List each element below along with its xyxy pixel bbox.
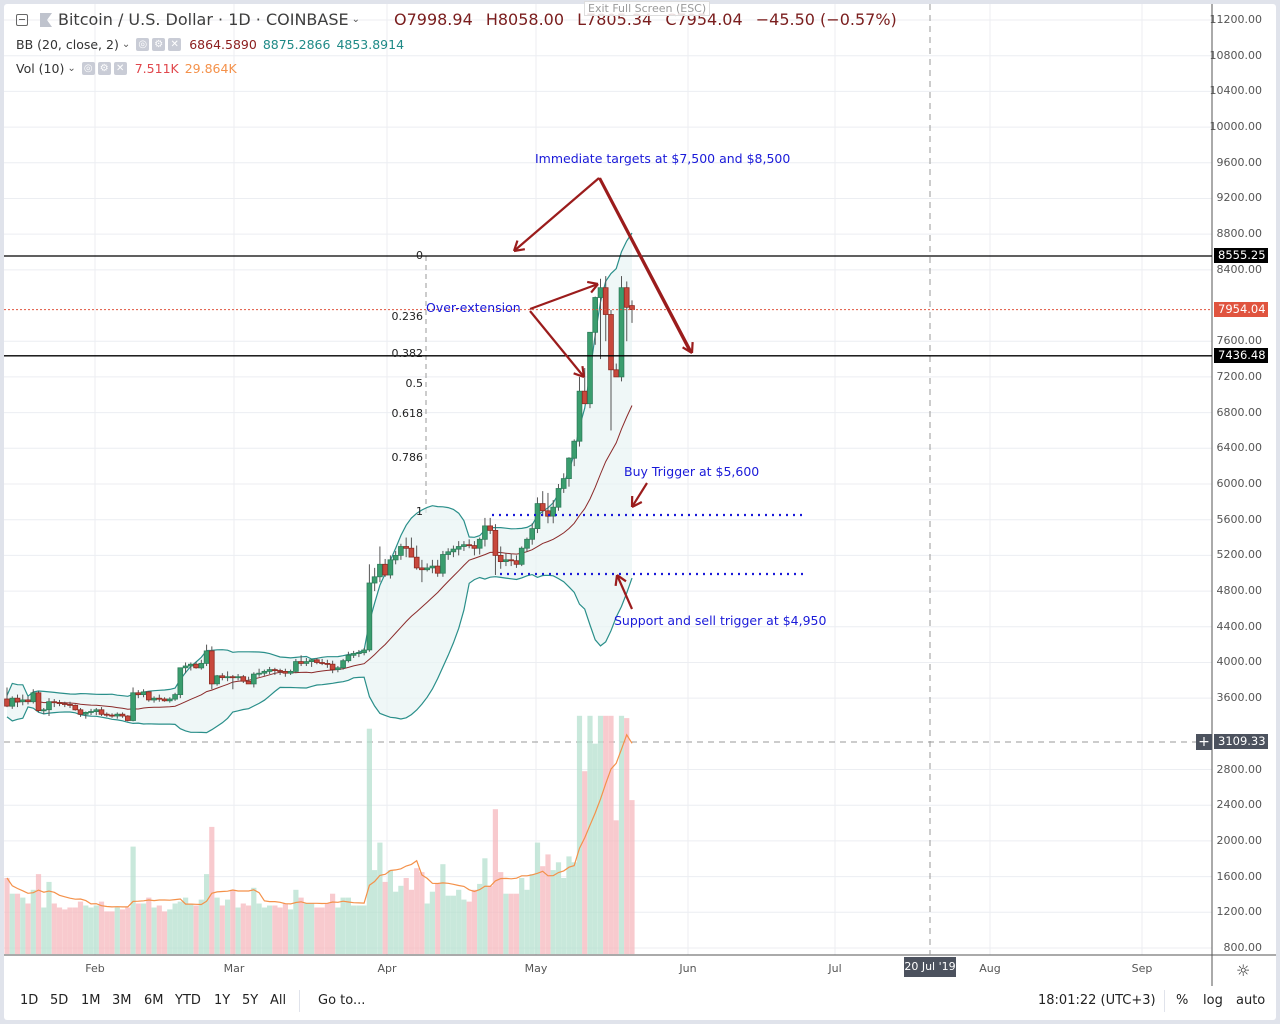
range-6m-button[interactable]: 6M bbox=[144, 993, 164, 1008]
eye-icon[interactable]: ◎ bbox=[81, 62, 95, 75]
ohlc-change: −45.50 (−0.57%) bbox=[755, 10, 897, 29]
price-tick-label: 7200.00 bbox=[1216, 369, 1263, 383]
price-tick-label: 7600.00 bbox=[1216, 334, 1263, 348]
auto-scale-button[interactable]: auto bbox=[1236, 993, 1266, 1008]
price-tick-label: 2000.00 bbox=[1216, 833, 1263, 847]
range-all-button[interactable]: All bbox=[270, 993, 287, 1008]
price-tick-label: 11200.00 bbox=[1209, 13, 1263, 26]
toolbar-divider bbox=[299, 990, 300, 1012]
range-1d-button[interactable]: 1D bbox=[20, 993, 39, 1008]
symbol-title[interactable]: Bitcoin / U.S. Dollar · 1D · COINBASE bbox=[58, 10, 349, 29]
price-tick-label: 6000.00 bbox=[1216, 477, 1263, 490]
time-tick-label: Sep bbox=[1131, 962, 1153, 975]
price-tick-label: 4800.00 bbox=[1216, 584, 1263, 598]
chart-window bbox=[4, 4, 1276, 1020]
ohlc-high: H8058.00 bbox=[485, 10, 565, 29]
annotation-targets: Immediate targets at $7,500 and $8,500 bbox=[535, 151, 791, 166]
close-icon[interactable]: ✕ bbox=[168, 38, 182, 51]
range-3m-button[interactable]: 3M bbox=[112, 993, 132, 1008]
vol-value: 7.511K bbox=[134, 61, 179, 76]
chart-settings-gear-icon[interactable]: ☼ bbox=[1236, 961, 1251, 980]
price-tag: 7436.48 bbox=[1214, 348, 1268, 364]
range-5y-button[interactable]: 5Y bbox=[242, 993, 259, 1008]
exit-fullscreen-hint[interactable]: Exit Full Screen (ESC) bbox=[584, 1, 711, 16]
price-tick-label: 800.00 bbox=[1223, 941, 1263, 954]
price-tick-label: 10000.00 bbox=[1209, 120, 1263, 134]
fib-level-05: 0.5 bbox=[405, 377, 424, 390]
close-icon[interactable]: ✕ bbox=[113, 62, 127, 75]
percent-scale-button[interactable]: % bbox=[1176, 993, 1189, 1008]
fib-level-0382: 0.382 bbox=[391, 347, 424, 360]
price-tick-label: 10400.00 bbox=[1209, 84, 1263, 98]
range-ytd-button[interactable]: YTD bbox=[175, 993, 201, 1008]
price-tick-label: 5600.00 bbox=[1216, 512, 1263, 526]
fib-level-0: 0 bbox=[416, 249, 423, 262]
price-tag: 7954.04 bbox=[1214, 302, 1268, 318]
price-tick-label: 1600.00 bbox=[1216, 869, 1263, 883]
bottom-toolbar: 1D 5D 1M 3M 6M YTD 1Y 5Y All Go to... 18… bbox=[4, 986, 1276, 1016]
fib-level-1: 1 bbox=[416, 505, 423, 518]
crosshair-plus-icon[interactable]: + bbox=[1196, 734, 1212, 750]
price-tick-label: 8800.00 bbox=[1216, 227, 1263, 241]
bb-lower-value: 4853.8914 bbox=[336, 37, 405, 52]
vol-ma-value: 29.864K bbox=[184, 61, 237, 76]
price-tick-label: 9600.00 bbox=[1216, 155, 1263, 169]
price-tick-label: 6400.00 bbox=[1216, 441, 1263, 455]
price-tag: 3109.33 bbox=[1214, 734, 1268, 750]
chevron-down-icon[interactable]: ⌄ bbox=[121, 39, 131, 50]
bb-indicator-row: BB (20, close, 2) ⌄ ◎ ⚙ ✕ 6864.5890 8875… bbox=[16, 37, 404, 52]
price-tick-label: 5200.00 bbox=[1216, 548, 1263, 562]
time-tick-label: May bbox=[524, 962, 548, 975]
range-5d-button[interactable]: 5D bbox=[50, 993, 69, 1008]
bb-basis-value: 6864.5890 bbox=[189, 37, 257, 52]
toolbar-divider bbox=[1164, 990, 1165, 1012]
annotation-overextension: Over-extension bbox=[426, 300, 521, 315]
eye-icon[interactable]: ◎ bbox=[136, 38, 150, 51]
vol-indicator-name[interactable]: Vol (10) bbox=[16, 61, 65, 76]
symbol-row: Bitcoin / U.S. Dollar · 1D · COINBASE ⌄ … bbox=[16, 10, 905, 29]
range-1m-button[interactable]: 1M bbox=[81, 993, 101, 1008]
gear-icon[interactable]: ⚙ bbox=[152, 38, 166, 51]
range-1y-button[interactable]: 1Y bbox=[214, 993, 231, 1008]
time-tick-label: Jun bbox=[679, 962, 697, 975]
gear-icon[interactable]: ⚙ bbox=[97, 62, 111, 75]
collapse-icon[interactable] bbox=[16, 13, 28, 26]
price-tick-label: 4400.00 bbox=[1216, 619, 1263, 633]
fib-level-0786: 0.786 bbox=[391, 451, 424, 464]
annotation-buy-trigger: Buy Trigger at $5,600 bbox=[624, 464, 760, 479]
price-tick-label: 1200.00 bbox=[1216, 905, 1263, 919]
price-tick-label: 3600.00 bbox=[1216, 691, 1263, 705]
vol-indicator-row: Vol (10) ⌄ ◎ ⚙ ✕ 7.511K 29.864K bbox=[16, 61, 237, 76]
price-tick-label: 10800.00 bbox=[1209, 48, 1263, 62]
log-scale-button[interactable]: log bbox=[1203, 993, 1223, 1008]
symbol-logo-icon bbox=[40, 12, 52, 27]
time-tick-label: Jul bbox=[828, 962, 842, 975]
goto-button[interactable]: Go to... bbox=[318, 993, 366, 1008]
price-tag: 8555.25 bbox=[1214, 248, 1268, 264]
ohlc-open: O7998.94 bbox=[393, 10, 473, 29]
price-tick-label: 2400.00 bbox=[1216, 798, 1263, 812]
time-tick-label: Feb bbox=[85, 962, 105, 975]
fib-level-0618: 0.618 bbox=[391, 407, 424, 420]
time-tick-label: Apr bbox=[377, 962, 397, 975]
time-tick-label: Mar bbox=[223, 962, 245, 975]
bb-indicator-name[interactable]: BB (20, close, 2) bbox=[16, 37, 119, 52]
timezone-clock[interactable]: 18:01:22 (UTC+3) bbox=[1038, 993, 1156, 1008]
chevron-down-icon[interactable]: ⌄ bbox=[351, 14, 360, 25]
price-tick-label: 8400.00 bbox=[1216, 262, 1263, 276]
crosshair-date-tag: 20 Jul '19 bbox=[904, 957, 956, 977]
time-tick-label: Aug bbox=[979, 962, 1001, 975]
price-tick-label: 9200.00 bbox=[1216, 191, 1263, 205]
chevron-down-icon[interactable]: ⌄ bbox=[67, 63, 76, 74]
price-tick-label: 4000.00 bbox=[1216, 655, 1263, 669]
annotation-support: Support and sell trigger at $4,950 bbox=[614, 613, 827, 628]
price-tick-label: 6800.00 bbox=[1216, 405, 1263, 419]
price-tick-label: 2800.00 bbox=[1216, 762, 1263, 776]
fib-level-0236: 0.236 bbox=[391, 310, 424, 323]
bb-upper-value: 8875.2866 bbox=[262, 37, 331, 52]
